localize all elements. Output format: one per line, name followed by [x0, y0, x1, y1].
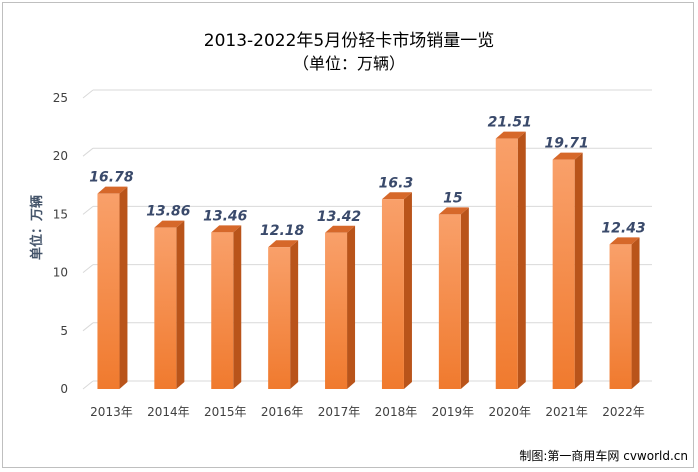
bar-side [574, 152, 583, 389]
chart-subtitle: （单位：万辆） [292, 54, 405, 73]
gridline-depth [82, 206, 94, 215]
value-labels: 16.78 13.86 13.46 12.18 13.42 16.3 15 21.51 19.7… [89, 115, 645, 240]
x-tick-label: 2016年 [261, 405, 304, 419]
bar [268, 247, 291, 389]
y-tick-label: 5 [60, 324, 68, 338]
chart-title: 2013-2022年5月份轻卡市场销量一览 [203, 31, 495, 51]
bar-top [609, 237, 640, 245]
bar-top [381, 192, 412, 200]
y-tick-label: 15 [53, 207, 68, 221]
y-tick-label: 10 [53, 266, 68, 280]
bar-value-label: 15 [443, 190, 463, 206]
x-tick-label: 2014年 [147, 405, 190, 419]
bar-value-label: 13.46 [203, 208, 248, 224]
x-tick-label: 2020年 [488, 405, 531, 419]
x-tick-label: 2022年 [602, 405, 645, 419]
bar-side [347, 225, 356, 389]
x-tick-label: 2015年 [204, 405, 247, 419]
bar-value-label: 13.86 [146, 204, 191, 220]
x-tick-label: 2021年 [545, 405, 588, 419]
gridline-depth [82, 322, 94, 332]
bar-top [552, 152, 583, 160]
x-axis-categories: 2013年 2014年 2015年 2016年 2017年 2018年 2019年 2020年… [90, 405, 645, 419]
bar [325, 232, 348, 389]
bar [495, 138, 518, 389]
y-tick-label: 25 [53, 91, 68, 105]
bar-value-label: 16.3 [379, 175, 414, 191]
gridline-depth [82, 89, 94, 99]
bar [552, 159, 575, 389]
bar-value-label: 19.71 [545, 136, 589, 152]
bar-top [211, 225, 242, 233]
x-tick-label: 2018年 [375, 405, 418, 419]
bar-side [176, 220, 185, 389]
bar-value-label: 12.43 [601, 220, 645, 236]
bar-top [495, 131, 526, 139]
bar-value-label: 12.18 [260, 223, 305, 239]
bar-top [97, 186, 128, 194]
bar [381, 199, 404, 389]
bar-value-label: 16.78 [89, 170, 134, 186]
bar-value-label: 13.42 [317, 209, 361, 225]
gridline-depth [82, 264, 94, 273]
bar-side [233, 225, 242, 389]
x-tick-label: 2013年 [90, 405, 133, 419]
bar-side [290, 240, 299, 389]
bar [609, 244, 632, 389]
y-tick-label: 20 [53, 149, 68, 163]
bar [211, 232, 234, 389]
bar [438, 214, 461, 389]
x-tick-label: 2017年 [318, 405, 361, 419]
bar-value-label: 21.51 [488, 115, 532, 131]
bar-top [154, 220, 185, 228]
bar-side [517, 131, 526, 389]
bar-side [631, 237, 640, 389]
gridline-depth [82, 380, 94, 390]
bar-top [268, 240, 299, 248]
x-tick-label: 2019年 [432, 405, 475, 419]
bar-side [119, 186, 128, 389]
bar [97, 193, 120, 389]
bar-top [438, 207, 469, 215]
y-axis-ticks: 0 5 10 15 20 25 [53, 91, 68, 396]
credit-text: 制图:第一商用车网 cvworld.cn [519, 449, 688, 463]
bar-side [403, 192, 412, 389]
bar-side [460, 207, 469, 389]
gridline-depth [82, 147, 94, 157]
bar [154, 227, 177, 389]
y-tick-label: 0 [60, 382, 68, 396]
bar-top [325, 225, 356, 233]
bars [97, 131, 640, 389]
